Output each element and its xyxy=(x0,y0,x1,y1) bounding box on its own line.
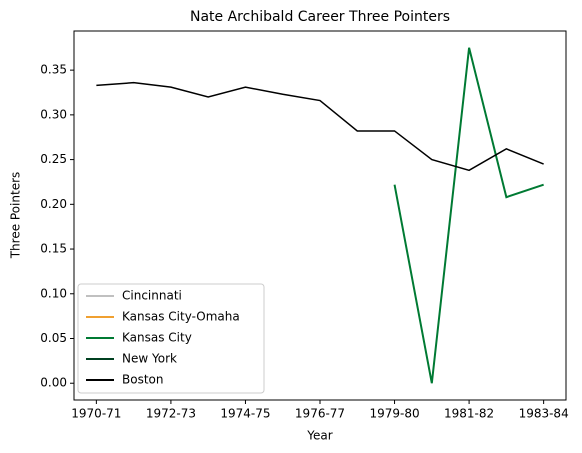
x-axis-label: Year xyxy=(306,429,332,443)
y-tick-label: 0.05 xyxy=(40,331,67,345)
y-tick-label: 0.30 xyxy=(40,107,67,121)
x-tick-label: 1970-71 xyxy=(71,407,121,421)
x-tick-label: 1981-82 xyxy=(444,407,494,421)
x-tick-label: 1974-75 xyxy=(220,407,270,421)
legend-label: Kansas City xyxy=(122,331,192,345)
x-tick-label: 1972-73 xyxy=(146,407,196,421)
y-tick-label: 0.10 xyxy=(40,286,67,300)
legend-label: Boston xyxy=(122,373,163,387)
y-tick-label: 0.20 xyxy=(40,197,67,211)
y-tick-label: 0.00 xyxy=(40,376,67,390)
series-line xyxy=(393,47,544,384)
legend-box xyxy=(77,283,265,394)
legend-label: New York xyxy=(122,352,177,366)
x-tick-label: 1976-77 xyxy=(295,407,345,421)
y-axis-label: Three Pointers xyxy=(9,172,23,260)
legend-label: Kansas City-Omaha xyxy=(122,310,240,324)
series-line xyxy=(96,81,544,172)
y-tick-label: 0.15 xyxy=(40,242,67,256)
x-tick-label: 1983-84 xyxy=(519,407,569,421)
y-tick-label: 0.25 xyxy=(40,152,67,166)
x-tick-label: 1979-80 xyxy=(369,407,419,421)
chart-title: Nate Archibald Career Three Pointers xyxy=(190,9,450,25)
legend-label: Cincinnati xyxy=(122,289,182,303)
y-tick-label: 0.35 xyxy=(40,63,67,77)
